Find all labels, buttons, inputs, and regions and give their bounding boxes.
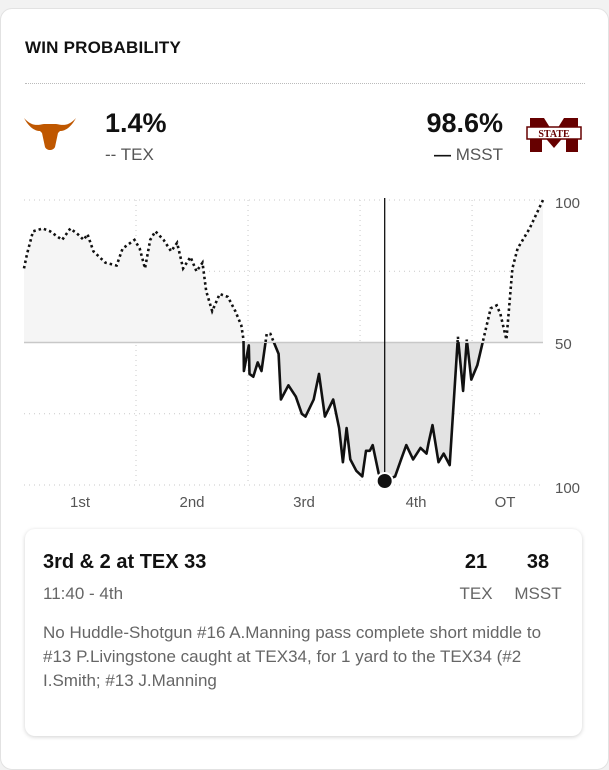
y-tick-label: 100: [555, 195, 580, 212]
tex-abbr: TEX: [459, 584, 493, 603]
section-title: WIN PROBABILITY: [25, 38, 181, 57]
svg-text:STATE: STATE: [538, 129, 570, 140]
x-tick-label: 2nd: [179, 494, 204, 511]
msst-line: [242, 343, 484, 483]
win-probability-chart[interactable]: 100 50 100 1st 2nd 3rd 4th OT: [0, 190, 609, 520]
y-tick-label: 100: [555, 480, 580, 497]
play-card: 3rd & 2 at TEX 33 11:40 - 4th 21 38 TEX …: [25, 529, 582, 736]
divider: [25, 83, 585, 84]
x-tick-label: 3rd: [293, 494, 315, 511]
dotted-legend-marker: --: [105, 145, 117, 164]
msst-abbr: MSST: [514, 584, 562, 603]
current-play-marker[interactable]: [375, 472, 394, 491]
msst-label: MSST: [455, 145, 503, 164]
play-description: No Huddle-Shotgun #16 A.Manning pass com…: [43, 623, 542, 690]
msst-win-pct: 98.6%: [426, 108, 503, 138]
tex-label: TEX: [120, 145, 154, 164]
msst-score: 38: [526, 551, 550, 573]
longhorn-logo: [24, 118, 76, 150]
tex-score: 21: [464, 551, 488, 573]
msst-legend: — MSST: [434, 145, 503, 165]
tex-legend: -- TEX: [105, 145, 154, 165]
msst-state-logo: STATE: [526, 118, 582, 152]
y-tick-label: 50: [555, 336, 572, 353]
solid-legend-marker: —: [434, 145, 452, 164]
down-distance: 3rd & 2 at TEX 33: [43, 551, 207, 573]
game-clock: 11:40 - 4th: [43, 584, 124, 603]
tex-win-pct: 1.4%: [105, 108, 167, 138]
msst-area: [243, 343, 483, 481]
tex-line: [22, 199, 545, 343]
x-tick-label: 4th: [406, 494, 427, 511]
tex-area: [24, 200, 543, 343]
x-tick-label: OT: [495, 494, 516, 511]
x-tick-label: 1st: [70, 494, 91, 511]
